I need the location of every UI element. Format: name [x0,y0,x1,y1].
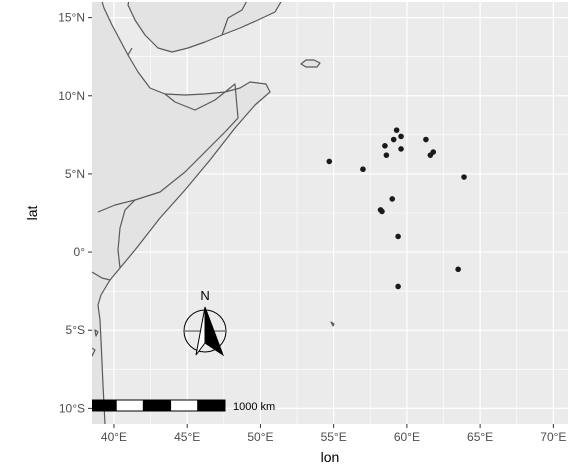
socotra-coastline [300,59,321,68]
north-arrow-label: N [200,288,209,303]
x-tick-label: 60°E [394,430,420,444]
small-island [92,347,96,357]
north-arrow-right-half [204,306,225,357]
x-tick-label: 40°E [101,430,127,444]
scale-bar-segment [92,399,117,412]
scale-bar: 1000 km [92,399,275,413]
observation-point [390,136,397,143]
observation-point [455,266,461,273]
observation-point [383,152,390,158]
y-tick-label: 0° [74,245,86,259]
scale-bar-segment [170,399,199,412]
observation-point [389,196,396,202]
border-yemen-oman [221,2,247,36]
x-axis: 40°E 45°E 50°E 55°E 60°E 65°E 70°E [101,424,566,444]
north-arrow: N [183,288,227,357]
x-tick-label: 50°E [247,430,273,444]
y-tick-label: 10°N [58,89,85,103]
scale-bar-segment [197,399,226,412]
observation-point [395,283,401,290]
africa-coastline [97,2,271,424]
observation-point [461,174,467,180]
observation-point [398,146,404,152]
small-island [330,321,335,327]
border-tanzania [92,271,111,281]
scale-bar-segment [142,399,172,412]
border-kenya [117,199,136,269]
land-arabia [128,2,281,52]
x-axis-title: lon [321,449,340,465]
scale-bar-segment [115,399,144,412]
observation-point [379,208,385,215]
land-socotra [301,60,320,67]
observation-point [393,127,400,133]
small-island [94,329,99,337]
y-tick-label: 5°N [65,167,85,181]
observation-point [398,133,404,140]
observation-point [360,166,366,173]
observation-point [427,152,434,158]
arabia-coastline [127,2,282,53]
y-tick-label: 5°S [66,323,85,337]
scale-bar-label: 1000 km [233,401,275,413]
x-tick-label: 45°E [174,430,200,444]
observation-point [423,136,429,143]
y-axis: 15°N 10°N 5°N 0° 5°S 10°S [58,11,92,415]
x-tick-label: 70°E [540,430,566,444]
land-africa [92,2,270,424]
y-tick-label: 10°S [59,401,85,415]
observation-point [395,233,401,240]
x-tick-label: 65°E [467,430,493,444]
border-djibouti [127,47,133,56]
country-borders [92,2,335,424]
y-axis-title: lat [24,206,40,221]
y-tick-label: 15°N [58,11,85,25]
observation-point [326,158,333,165]
x-tick-label: 55°E [321,430,347,444]
observation-points [326,127,467,290]
observation-point [382,142,388,149]
land-masses [92,2,320,424]
